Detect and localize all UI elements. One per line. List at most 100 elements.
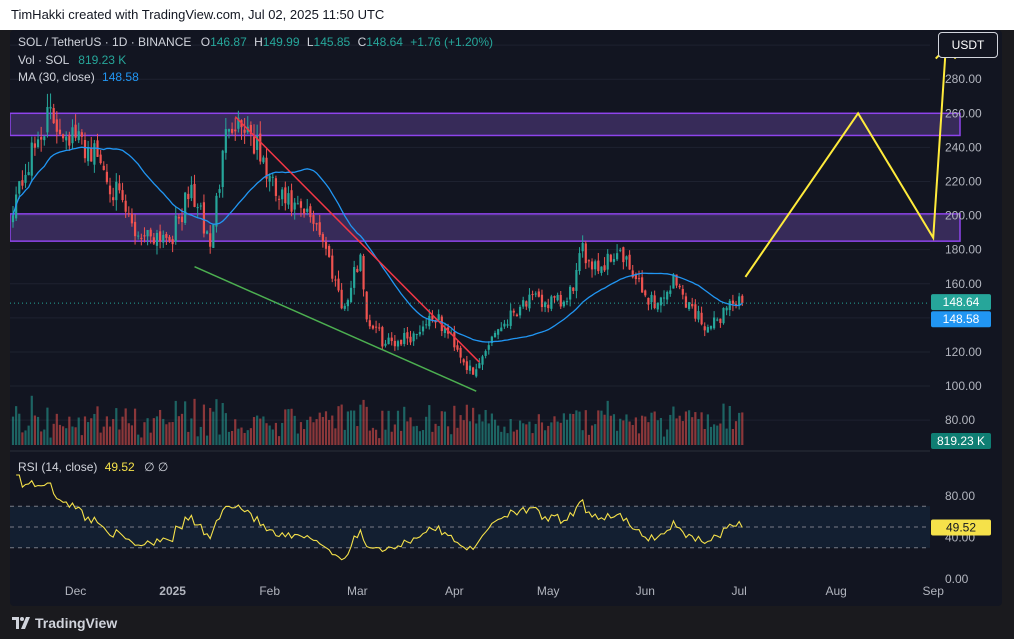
volume-bar (713, 424, 716, 445)
last-price-tag: 148.64 (931, 294, 991, 311)
candle-body (18, 181, 21, 194)
candle-body (27, 172, 30, 176)
candle-body (603, 265, 606, 271)
volume-bar (365, 406, 368, 445)
volume-bar (328, 419, 331, 445)
candle-body (600, 266, 603, 273)
candle-body (572, 287, 575, 291)
volume-bar (30, 395, 33, 445)
candle-body (374, 326, 378, 328)
volume-bar (168, 422, 171, 445)
volume-bar (653, 411, 656, 445)
resistance-zones[interactable] (10, 112, 961, 242)
rsi-label[interactable]: RSI (14, close) (18, 460, 98, 474)
candle-body (328, 246, 331, 257)
candle-body (493, 332, 497, 338)
price-tick-label: 280.00 (945, 72, 982, 86)
rsi-tag-bg (931, 519, 991, 536)
volume-bar (105, 416, 108, 445)
price-chart-svg[interactable]: 80.00100.00120.00140.00160.00180.00200.0… (10, 30, 1002, 606)
candle-body (650, 294, 653, 303)
candle-body (378, 327, 381, 329)
volume-bar (656, 420, 659, 445)
candle-body (606, 253, 609, 270)
candle-body (143, 235, 146, 237)
ma-label[interactable]: MA (30, close) (18, 70, 95, 84)
volume-bar (719, 423, 722, 445)
volume-bar (152, 418, 155, 445)
candle-body (465, 361, 468, 371)
volume-bar (281, 422, 284, 445)
high-label: H (254, 35, 263, 49)
symbol-label[interactable]: SOL / TetherUS · 1D · BINANCE (18, 35, 192, 49)
candle-body (80, 132, 83, 137)
candle-body (434, 321, 437, 323)
volume-bar (356, 426, 359, 445)
volume-bar (299, 422, 303, 445)
volume-bar (619, 418, 622, 445)
volume-bar (265, 423, 268, 445)
candle-body (121, 190, 124, 201)
volume-bar (65, 428, 68, 445)
volume-bar (61, 426, 65, 445)
volume-bar (368, 430, 371, 445)
ohlc-legend: SOL / TetherUS · 1D · BINANCE O146.87 H1… (18, 35, 493, 49)
currency-button[interactable]: USDT (938, 32, 998, 58)
candle-body (625, 256, 628, 260)
candle-body (146, 230, 149, 237)
candle-body (33, 143, 37, 148)
volume-label[interactable]: Vol · SOL (18, 53, 69, 67)
volume-bar (716, 425, 719, 445)
candle-body (431, 315, 434, 320)
volume-bar (99, 432, 102, 445)
candle-body (349, 287, 353, 303)
candle-body (738, 296, 741, 306)
volume-bar (647, 422, 650, 445)
volume-bar (237, 428, 240, 445)
candle-body (309, 206, 312, 218)
volume-bar (193, 398, 196, 445)
candle-body (556, 294, 559, 301)
candle-body (631, 270, 634, 278)
time-tick-label: May (537, 584, 560, 598)
volume-bar (127, 423, 130, 445)
candle-body (528, 294, 531, 309)
candle-body (368, 320, 371, 327)
candle-body (209, 233, 212, 247)
volume-bar (246, 430, 249, 445)
volume-bar (547, 425, 550, 445)
candle-body (152, 237, 155, 244)
volume-bar (33, 415, 37, 445)
chart-panel[interactable]: 80.00100.00120.00140.00160.00180.00200.0… (10, 30, 1002, 606)
candle-body (428, 315, 431, 327)
candle-body (55, 119, 58, 132)
volume-bar (11, 416, 15, 445)
volume-bar (252, 417, 256, 445)
volume-bar (231, 430, 234, 445)
candle-body (46, 106, 49, 133)
tradingview-logo[interactable]: TradingView (11, 615, 117, 631)
candle-body (218, 189, 221, 193)
candle-body (403, 332, 406, 344)
volume-bar (628, 421, 631, 445)
volume-bar (384, 429, 387, 445)
candle-body (709, 326, 713, 329)
volume-bar (434, 423, 437, 445)
candle-body (716, 319, 719, 321)
candle-body (522, 300, 525, 307)
candle-body (90, 148, 93, 162)
volume-bar (287, 409, 290, 445)
candle-body (700, 312, 703, 325)
candle-body (459, 347, 462, 358)
rsi-legend: RSI (14, close) 49.52 ∅ ∅ (18, 460, 168, 474)
candle-body (462, 359, 465, 363)
candle-body (656, 302, 659, 310)
candle-body (87, 147, 90, 162)
trendline-drawings[interactable] (10, 47, 957, 392)
price-tick-label: 120.00 (945, 345, 982, 359)
price-tick-label: 180.00 (945, 243, 982, 257)
volume-bar (731, 429, 734, 445)
volume-bar (650, 412, 653, 445)
candle-body (274, 178, 278, 196)
candle-body (509, 310, 512, 326)
